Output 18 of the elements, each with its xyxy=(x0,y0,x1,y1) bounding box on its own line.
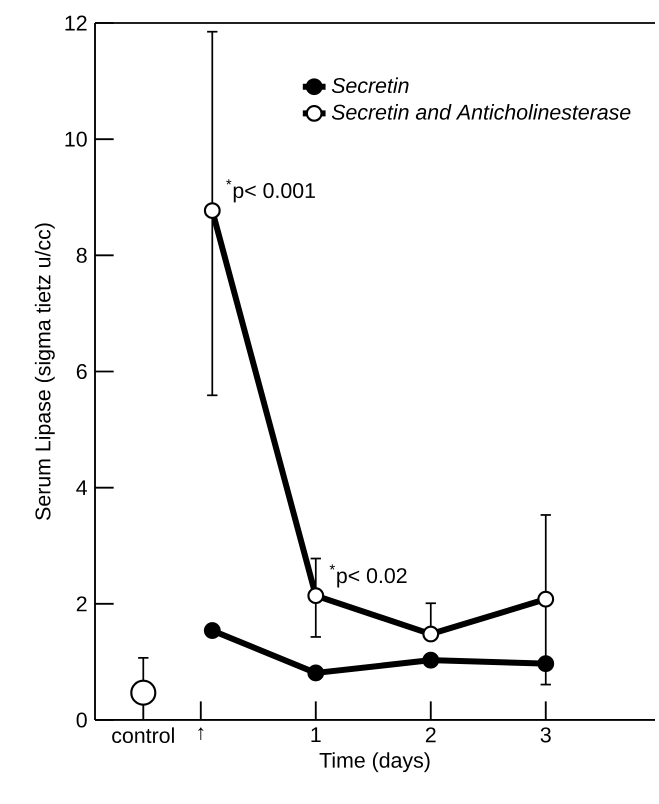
x-tick-label: 3 xyxy=(540,727,551,742)
annotation: $^{*}$p< 0.001 xyxy=(226,179,315,202)
y-tick-label: 10 xyxy=(66,132,87,147)
legend-label: Secretin xyxy=(332,77,409,94)
y-tick-label: 2 xyxy=(76,596,87,612)
legend-label: Secretin and Anticholinesterase xyxy=(332,104,630,120)
y-axis-title: Serum Lipase (sigma tietz u/cc) xyxy=(34,223,55,520)
x-tick-label: control xyxy=(112,727,174,744)
y-tick-label: 12 xyxy=(66,16,87,30)
annotation: $^{*}$p< 0.02 xyxy=(330,564,407,588)
x-tick-label: 2 xyxy=(426,727,436,742)
y-tick-label: 4 xyxy=(76,480,87,495)
y-tick-label: 0 xyxy=(76,712,87,728)
x-tick-label: 1 xyxy=(311,727,321,742)
y-tick-label: 6 xyxy=(76,364,87,380)
y-tick-label: 8 xyxy=(76,248,87,263)
x-tick-label: ↑ xyxy=(198,727,204,740)
x-axis-title: Time (days) xyxy=(320,752,430,772)
